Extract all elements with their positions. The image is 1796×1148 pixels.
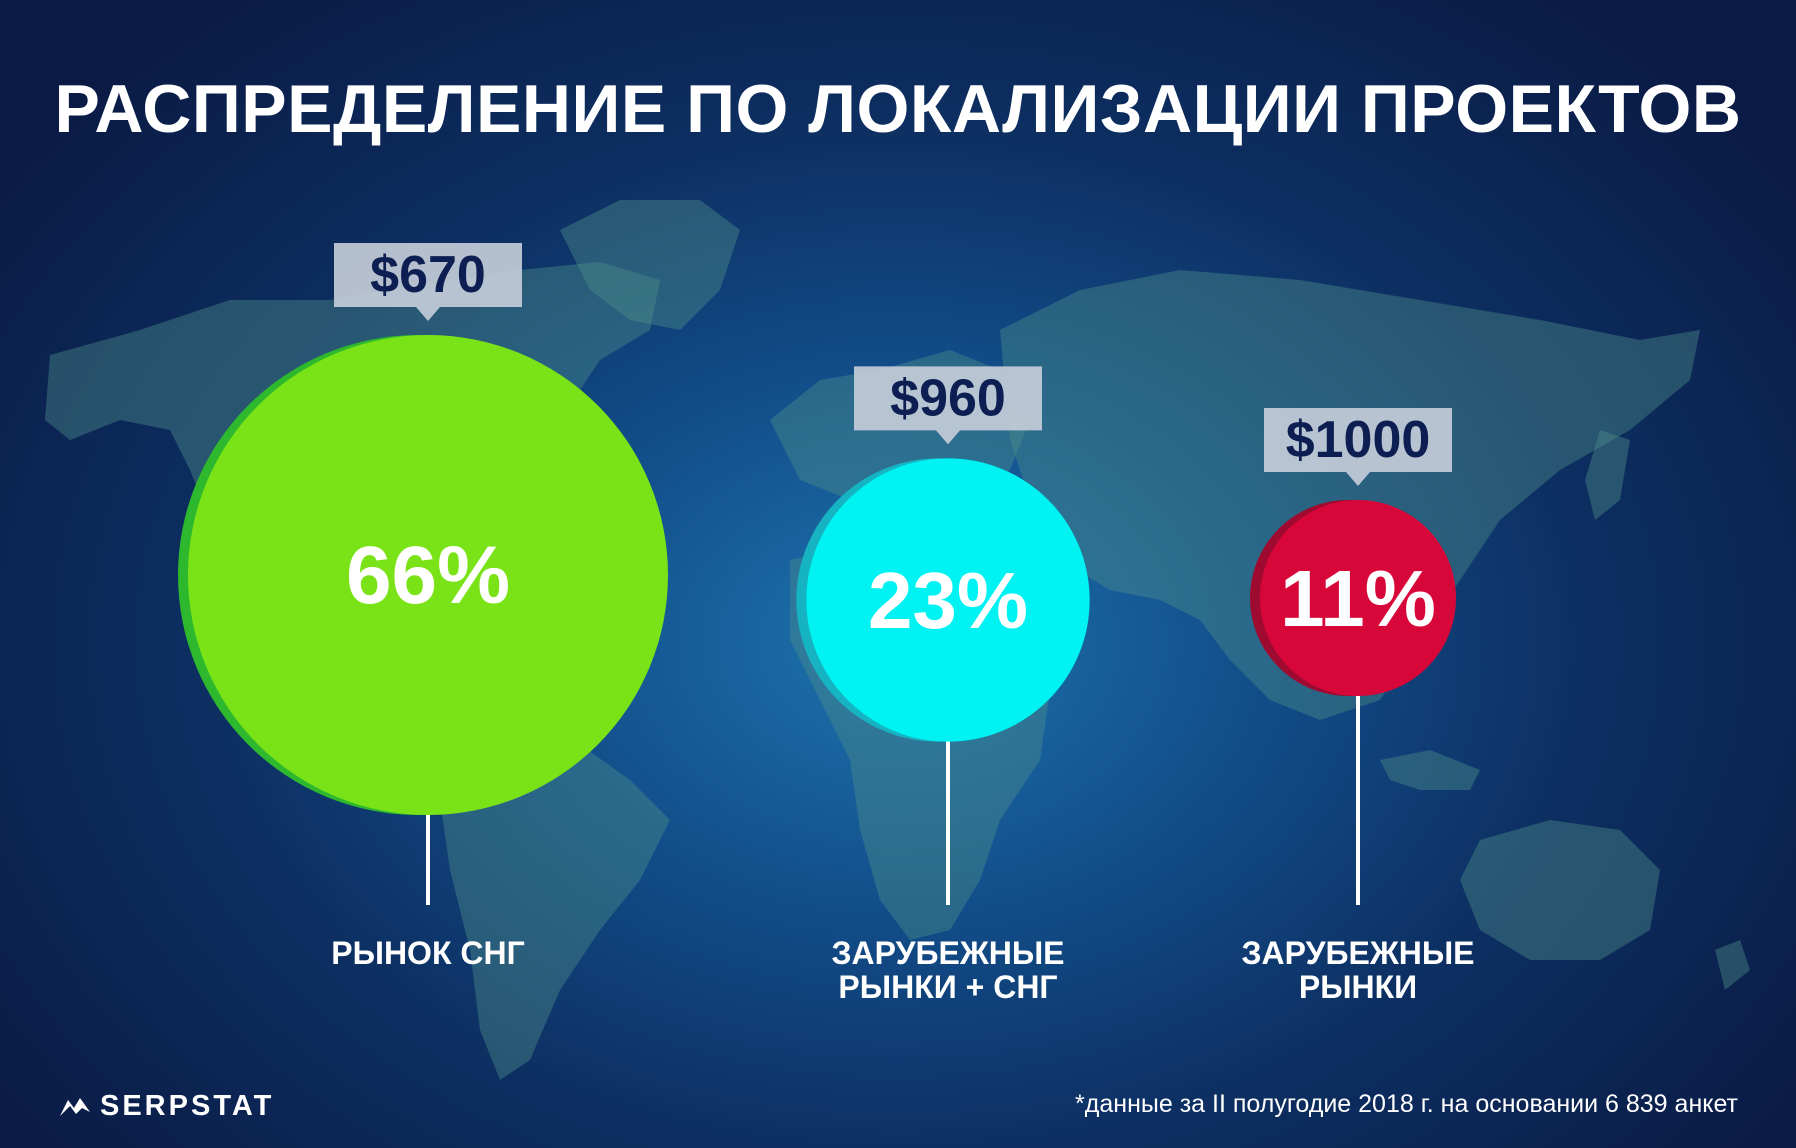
price-label: $1000: [1286, 411, 1431, 469]
bubble-group: 66% $670: [178, 243, 668, 905]
bubble: [806, 458, 1090, 742]
serpstat-logo: SERPSTAT: [58, 1090, 274, 1122]
price-callout: [1264, 408, 1452, 487]
price-label: $960: [890, 369, 1006, 427]
bubble: [188, 335, 668, 815]
bubble: [1260, 500, 1456, 696]
price-label: $670: [370, 246, 486, 304]
category-label-line: ЗАРУБЕЖНЫЕ: [831, 935, 1065, 971]
price-callout: [854, 366, 1042, 445]
continent-asia: [1000, 270, 1700, 720]
footnote: *данные за II полугодие 2018 г. на основ…: [1075, 1090, 1738, 1118]
chart-title: РАСПРЕДЕЛЕНИЕ ПО ЛОКАЛИЗАЦИИ ПРОЕКТОВ: [54, 71, 1742, 147]
category-label-line: РЫНКИ + СНГ: [838, 969, 1058, 1005]
category-label-line: ЗАРУБЕЖНЫЕ: [1241, 935, 1475, 971]
category-label-line: РЫНОК СНГ: [331, 935, 525, 971]
continent-indonesia: [1380, 750, 1480, 790]
serpstat-logo-icon: [60, 1098, 90, 1116]
price-callout: [334, 243, 522, 321]
category-label-line: РЫНКИ: [1298, 969, 1418, 1005]
share-label: 11%: [1280, 554, 1436, 643]
continent-greenland: [560, 200, 740, 330]
continent-japan: [1585, 430, 1630, 520]
continent-new-zealand: [1715, 940, 1750, 990]
category-label: ЗАРУБЕЖНЫЕ РЫНКИ: [1198, 936, 1518, 1004]
bubble-group: 11% $1000: [1250, 408, 1456, 905]
continent-australia: [1460, 820, 1660, 960]
logo-text: SERPSTAT: [100, 1089, 275, 1122]
continent-south-america: [440, 720, 670, 1080]
bubble-group: 23% $960: [796, 366, 1090, 905]
category-label: ЗАРУБЕЖНЫЕ РЫНКИ + СНГ: [788, 936, 1108, 1004]
share-label: 23%: [868, 556, 1028, 645]
category-label: РЫНОК СНГ: [268, 936, 588, 970]
share-label: 66%: [346, 530, 510, 621]
